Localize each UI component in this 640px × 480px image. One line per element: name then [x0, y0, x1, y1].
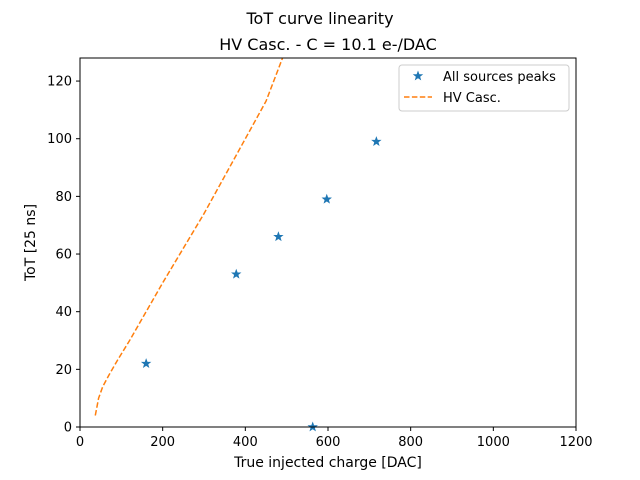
y-tick-label: 60: [55, 248, 72, 263]
x-axis-ticks: 0 200 400 600 800 1000 1200: [76, 427, 593, 450]
y-tick-label: 0: [64, 421, 72, 436]
legend-label-all-sources-peaks: All sources peaks: [443, 70, 556, 85]
y-tick-label: 80: [55, 190, 72, 205]
star-marker: [273, 231, 284, 242]
legend-star-icon: [412, 70, 424, 81]
star-marker: [231, 268, 242, 279]
hv-casc-curve: [94, 58, 284, 416]
x-axis-label: True injected charge [DAC]: [233, 455, 422, 471]
star-marker: [321, 193, 332, 204]
y-tick-label: 120: [47, 75, 72, 90]
legend-box: [398, 64, 570, 112]
chart-suptitle: ToT curve linearity: [245, 9, 393, 28]
x-tick-label: 1200: [559, 435, 592, 450]
legend-star-marker: [412, 70, 424, 81]
x-tick-label: 200: [150, 435, 175, 450]
y-axis-label: ToT [25 ns]: [23, 204, 39, 282]
x-tick-label: 1000: [477, 435, 510, 450]
x-tick-label: 400: [233, 435, 258, 450]
chart-title: HV Casc. - C = 10.1 e-/DAC: [219, 35, 437, 54]
y-tick-label: 20: [55, 363, 72, 378]
x-tick-label: 600: [316, 435, 341, 450]
legend-label-hv-casc: HV Casc.: [443, 91, 501, 106]
y-axis-ticks: 0 20 40 60 80 100 120: [47, 75, 80, 436]
plot-area: [94, 58, 382, 432]
x-tick-label: 800: [398, 435, 423, 450]
star-marker: [140, 358, 152, 369]
y-tick-label: 100: [47, 132, 72, 147]
star-marker: [371, 136, 382, 147]
plot-frame: [79, 57, 577, 428]
x-tick-label: 0: [76, 435, 84, 450]
y-tick-label: 40: [55, 305, 72, 320]
legend: All sources peaks HV Casc.: [398, 64, 570, 112]
